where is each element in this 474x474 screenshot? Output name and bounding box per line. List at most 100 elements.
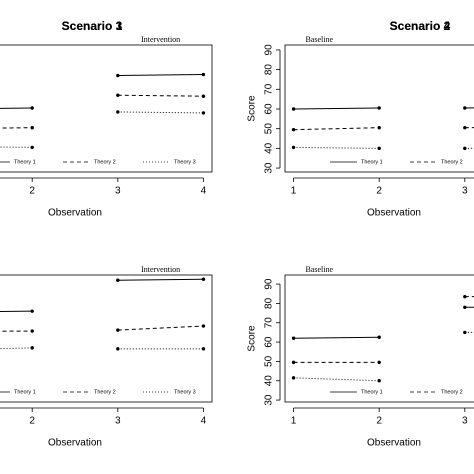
- data-point: [377, 379, 381, 383]
- y-tick-label: 70: [264, 83, 275, 95]
- data-point: [116, 73, 120, 78]
- chart-title: Scenario 3: [62, 19, 123, 33]
- series-line: [293, 127, 380, 131]
- data-point: [30, 106, 34, 110]
- data-point: [30, 346, 34, 350]
- data-point: [201, 111, 206, 115]
- data-point: [377, 106, 381, 110]
- x-tick-label: 3: [462, 186, 468, 197]
- y-tick-label: 90: [264, 44, 275, 56]
- data-point: [116, 110, 120, 114]
- legend-label: Theory 2: [441, 389, 463, 395]
- data-point: [291, 360, 296, 365]
- legend-label: Theory 1: [361, 389, 383, 395]
- data-point: [377, 125, 381, 130]
- series-line: [0, 146, 33, 148]
- data-point: [201, 277, 206, 281]
- series-line: [117, 111, 204, 114]
- x-tick-label: 1: [291, 416, 297, 427]
- series-line: [0, 310, 33, 313]
- data-point: [463, 305, 467, 309]
- series-line: [117, 94, 204, 97]
- data-point: [291, 336, 296, 340]
- legend-label: Theory 1: [14, 389, 36, 395]
- data-point: [116, 93, 120, 97]
- chart-title: Scenario 4: [390, 19, 451, 33]
- data-point: [116, 278, 120, 282]
- data-point: [291, 145, 296, 150]
- y-tick-label: 80: [264, 64, 275, 76]
- series-line: [0, 107, 33, 109]
- x-tick-label: 2: [376, 186, 382, 197]
- y-tick-label: 30: [264, 162, 275, 174]
- legend-label: Theory 2: [94, 159, 116, 165]
- data-point: [30, 309, 34, 313]
- legend-label: Theory 1: [361, 159, 383, 165]
- data-point: [463, 330, 467, 335]
- data-point: [291, 107, 296, 111]
- data-point: [116, 347, 120, 351]
- plot-frame: [284, 274, 474, 403]
- data-point: [30, 145, 34, 150]
- plot-frame: [0, 274, 213, 403]
- series-line: [0, 127, 33, 129]
- series-line: [0, 347, 33, 350]
- chart-title: Scenario 1: [62, 19, 123, 33]
- x-axis-label: Observation: [367, 208, 421, 219]
- y-tick-label: 50: [264, 123, 275, 135]
- data-point: [30, 125, 34, 130]
- x-tick-label: 3: [462, 416, 468, 427]
- series-line: [117, 325, 204, 331]
- y-tick-label: 30: [264, 394, 275, 406]
- data-point: [377, 335, 381, 339]
- x-tick-label: 2: [29, 416, 35, 427]
- data-point: [201, 94, 206, 98]
- y-tick-label: 70: [264, 317, 275, 329]
- x-tick-label: 3: [115, 416, 121, 427]
- y-tick-label: 80: [264, 297, 275, 309]
- x-tick-label: 4: [201, 416, 207, 427]
- x-tick-label: 1: [291, 186, 297, 197]
- y-tick-label: 50: [264, 355, 275, 367]
- data-point: [463, 294, 467, 299]
- series-line: [117, 74, 204, 77]
- data-point: [116, 328, 120, 332]
- phase-label: Intervention: [141, 265, 180, 274]
- series-line: [293, 146, 380, 149]
- y-tick-label: 90: [264, 278, 275, 290]
- data-point: [30, 329, 34, 333]
- data-point: [201, 72, 206, 77]
- series-line: [293, 107, 380, 110]
- series-line: [117, 278, 204, 281]
- chart-title: Scenario 2: [390, 19, 451, 33]
- series-line: [293, 377, 380, 382]
- data-point: [463, 106, 467, 110]
- data-point: [377, 360, 381, 365]
- x-tick-label: 3: [115, 186, 121, 197]
- data-point: [463, 125, 467, 130]
- data-point: [377, 146, 381, 151]
- legend-label: Theory 3: [174, 159, 196, 165]
- y-axis-label: Score: [247, 325, 258, 352]
- x-tick-label: 2: [29, 186, 35, 197]
- data-point: [291, 376, 296, 380]
- y-axis-label: Score: [247, 95, 258, 122]
- y-tick-label: 60: [264, 103, 275, 115]
- y-tick-label: 60: [264, 336, 275, 348]
- legend-label: Theory 2: [94, 389, 116, 395]
- data-point: [201, 347, 206, 351]
- y-tick-label: 40: [264, 142, 275, 154]
- plot-frame: [0, 44, 213, 173]
- legend-label: Theory 3: [174, 389, 196, 395]
- data-point: [291, 127, 296, 132]
- x-axis-label: Observation: [367, 438, 421, 449]
- legend-label: Theory 1: [14, 159, 36, 165]
- x-tick-label: 2: [376, 416, 382, 427]
- data-point: [463, 146, 467, 151]
- phase-label: Intervention: [141, 35, 180, 44]
- legend-label: Theory 2: [441, 159, 463, 165]
- y-tick-label: 40: [264, 375, 275, 387]
- phase-label: Baseline: [305, 35, 333, 44]
